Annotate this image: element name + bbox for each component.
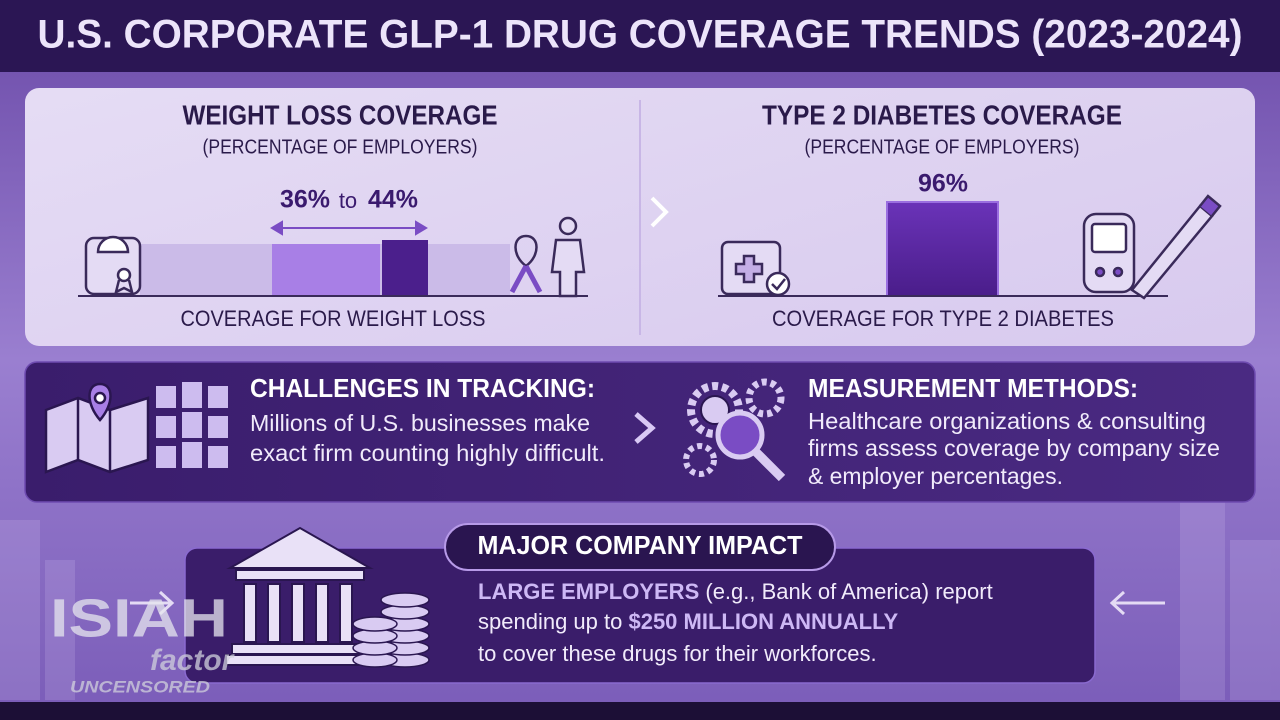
map-icon (44, 382, 150, 474)
caption: COVERAGE FOR WEIGHT LOSS (181, 306, 486, 331)
impact-title: MAJOR COMPANY IMPACT (478, 530, 803, 560)
section-subtitle: (PERCENTAGE OF EMPLOYERS) (203, 136, 478, 158)
coins-icon (352, 592, 430, 668)
buildings-icon (156, 382, 228, 468)
scale-icon (84, 235, 142, 296)
range-low: 36% (280, 186, 330, 214)
page-title: U.S. CORPORATE GLP-1 DRUG COVERAGE TREND… (38, 13, 1243, 57)
highlight: LARGE EMPLOYERS (478, 579, 699, 604)
section-subtitle: (PERCENTAGE OF EMPLOYERS) (805, 136, 1080, 158)
title-bar (0, 0, 1280, 72)
range-high: 44% (368, 186, 418, 214)
methods-title: MEASUREMENT METHODS: (808, 373, 1138, 403)
medical-icon (720, 240, 791, 297)
watermark-tag: UNCENSORED (70, 677, 210, 696)
range-arrow (270, 220, 428, 236)
watermark-sub: factor (150, 644, 236, 677)
challenges-title: CHALLENGES IN TRACKING: (250, 373, 595, 403)
bar (886, 201, 999, 297)
bar-range (272, 244, 380, 296)
bar-increase (382, 240, 428, 296)
range-word: to (339, 188, 357, 213)
section-title: WEIGHT LOSS COVERAGE (183, 99, 498, 130)
impact-text: LARGE EMPLOYERS (e.g., Bank of America) … (478, 579, 993, 604)
bank-icon (225, 526, 375, 666)
arrows (130, 590, 1165, 616)
methods-text: firms assess coverage by company size (808, 435, 1220, 461)
methods-text: Healthcare organizations & consulting (808, 408, 1206, 434)
skyline (0, 500, 1280, 700)
watermark-name: ISIAH (50, 588, 228, 648)
caption: COVERAGE FOR TYPE 2 DIABETES (772, 306, 1114, 331)
text-run: (e.g., Bank of America) report (699, 579, 992, 604)
chevron (650, 196, 669, 228)
meter-pen-icon (1082, 194, 1222, 300)
section-title: TYPE 2 DIABETES COVERAGE (762, 99, 1122, 130)
info-panel (24, 361, 1256, 503)
chevron (634, 412, 656, 444)
value-label: 96% (918, 170, 968, 198)
challenges-text: exact firm counting highly difficult. (250, 440, 605, 466)
highlight: $250 MILLION ANNUALLY (628, 609, 898, 634)
impact-text: spending up to $250 MILLION ANNUALLY (478, 609, 899, 634)
impact-text: to cover these drugs for their workforce… (478, 641, 877, 666)
methods-text: & employer percentages. (808, 463, 1063, 489)
bottom-strip (0, 702, 1280, 720)
watermark: ISIAH factor UNCENSORED (50, 588, 236, 696)
challenges-text: Millions of U.S. businesses make (250, 410, 590, 436)
ribbon-person-icon (509, 216, 586, 298)
gears-icon (683, 378, 786, 482)
impact-label (444, 523, 836, 571)
text-run: spending up to (478, 609, 628, 634)
